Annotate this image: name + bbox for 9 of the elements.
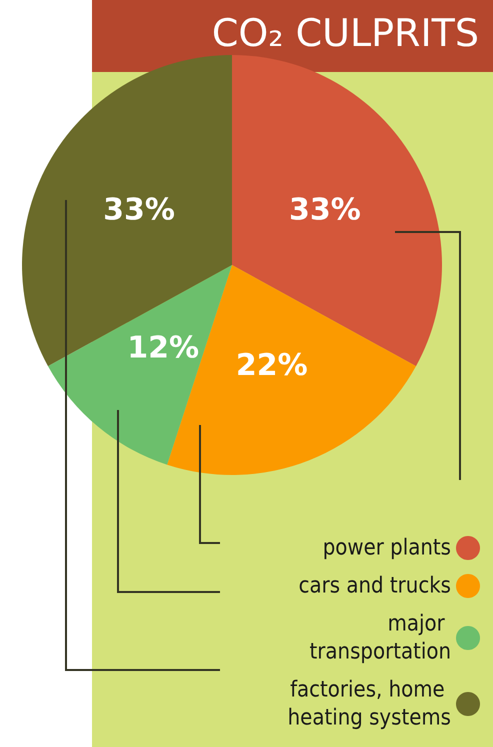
legend-label: power plants xyxy=(322,536,451,560)
data-label: 33% xyxy=(103,192,175,228)
legend-label: factories, home heating systems xyxy=(288,678,451,730)
data-label: 12% xyxy=(127,330,200,366)
data-label: 33% xyxy=(289,192,361,228)
chart-title: CO₂ CULPRITS xyxy=(212,11,480,55)
data-label: 22% xyxy=(236,348,308,383)
legend-label: major transportation xyxy=(310,612,451,664)
legend-label: cars and trucks xyxy=(298,574,451,598)
